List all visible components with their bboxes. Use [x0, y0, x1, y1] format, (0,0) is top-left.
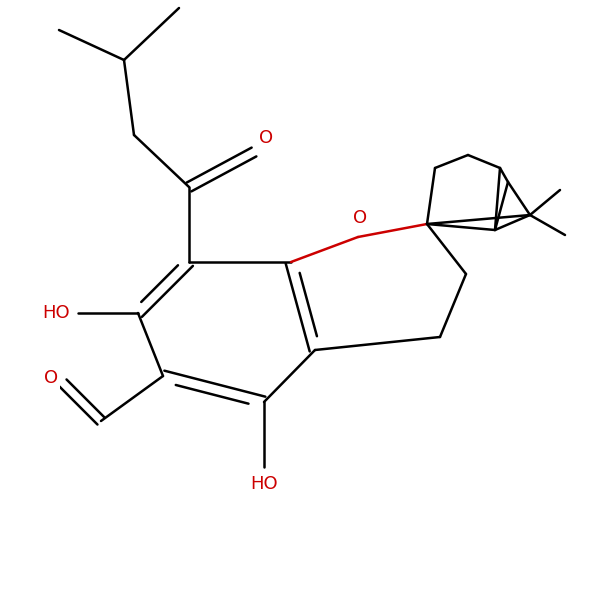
Text: HO: HO	[43, 304, 70, 322]
Text: O: O	[353, 209, 367, 227]
Text: O: O	[44, 369, 58, 387]
Text: O: O	[259, 129, 273, 147]
Text: HO: HO	[250, 475, 278, 493]
